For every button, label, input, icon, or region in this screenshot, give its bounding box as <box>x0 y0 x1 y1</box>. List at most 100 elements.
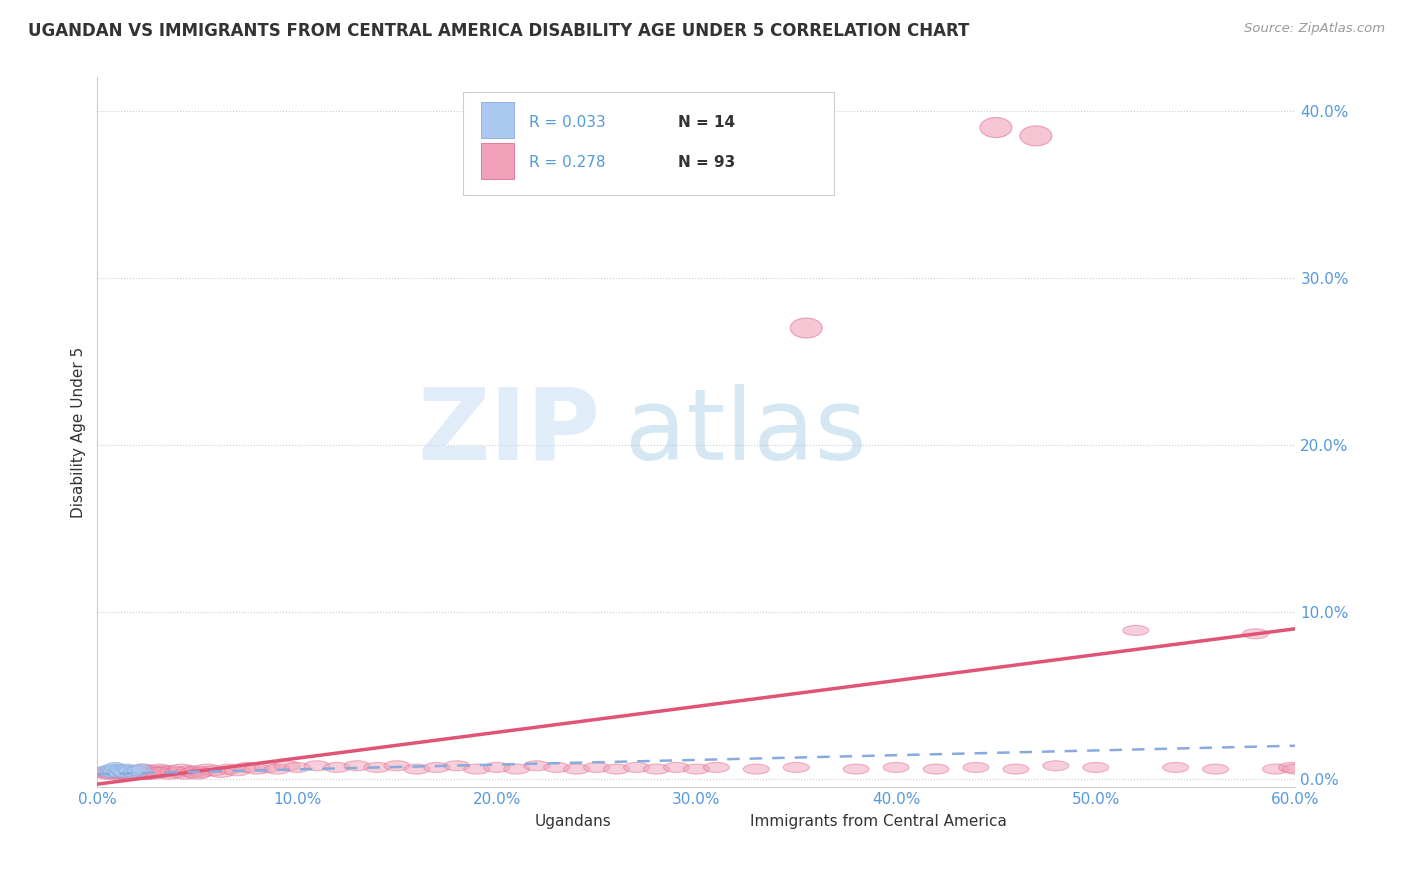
Ellipse shape <box>156 769 183 779</box>
Ellipse shape <box>1263 764 1288 774</box>
Ellipse shape <box>98 769 124 779</box>
Ellipse shape <box>1123 625 1149 635</box>
Text: R = 0.278: R = 0.278 <box>529 155 605 170</box>
Ellipse shape <box>160 765 186 776</box>
Ellipse shape <box>131 764 156 774</box>
Ellipse shape <box>101 764 121 774</box>
Ellipse shape <box>142 765 169 776</box>
Ellipse shape <box>188 767 214 778</box>
Text: N = 93: N = 93 <box>679 155 735 170</box>
Ellipse shape <box>384 761 411 771</box>
Text: Ugandans: Ugandans <box>534 814 612 829</box>
Ellipse shape <box>883 763 910 772</box>
Ellipse shape <box>98 765 124 776</box>
Ellipse shape <box>444 761 470 771</box>
Ellipse shape <box>124 767 150 778</box>
Ellipse shape <box>184 765 209 776</box>
Ellipse shape <box>110 767 136 778</box>
Ellipse shape <box>96 765 115 776</box>
Ellipse shape <box>124 767 143 778</box>
FancyBboxPatch shape <box>505 809 526 834</box>
Ellipse shape <box>114 767 134 778</box>
Ellipse shape <box>304 761 330 771</box>
Text: N = 14: N = 14 <box>679 115 735 129</box>
Ellipse shape <box>108 765 135 776</box>
Ellipse shape <box>103 769 128 779</box>
Ellipse shape <box>1282 764 1309 774</box>
Ellipse shape <box>128 765 148 776</box>
Ellipse shape <box>120 765 139 776</box>
Ellipse shape <box>104 765 124 776</box>
Ellipse shape <box>145 767 170 778</box>
Ellipse shape <box>176 765 202 776</box>
Ellipse shape <box>683 764 710 774</box>
Ellipse shape <box>364 763 389 772</box>
Ellipse shape <box>1163 763 1188 772</box>
Ellipse shape <box>105 763 125 772</box>
Ellipse shape <box>180 767 207 778</box>
Ellipse shape <box>254 763 280 772</box>
Ellipse shape <box>152 765 179 776</box>
Ellipse shape <box>523 761 550 771</box>
Ellipse shape <box>107 767 128 778</box>
Text: Source: ZipAtlas.com: Source: ZipAtlas.com <box>1244 22 1385 36</box>
FancyBboxPatch shape <box>720 809 742 834</box>
Ellipse shape <box>110 764 129 774</box>
Ellipse shape <box>104 767 131 778</box>
Ellipse shape <box>124 767 150 778</box>
FancyBboxPatch shape <box>463 92 834 194</box>
Ellipse shape <box>245 764 270 774</box>
Ellipse shape <box>169 764 194 774</box>
Ellipse shape <box>128 769 155 779</box>
Ellipse shape <box>145 767 170 778</box>
Ellipse shape <box>114 765 141 776</box>
Ellipse shape <box>464 764 489 774</box>
Ellipse shape <box>1002 764 1029 774</box>
Text: UGANDAN VS IMMIGRANTS FROM CENTRAL AMERICA DISABILITY AGE UNDER 5 CORRELATION CH: UGANDAN VS IMMIGRANTS FROM CENTRAL AMERI… <box>28 22 970 40</box>
Ellipse shape <box>924 764 949 774</box>
Ellipse shape <box>1083 763 1109 772</box>
Ellipse shape <box>404 764 430 774</box>
Ellipse shape <box>484 763 510 772</box>
Ellipse shape <box>603 764 630 774</box>
Ellipse shape <box>184 769 209 779</box>
Ellipse shape <box>744 764 769 774</box>
Ellipse shape <box>664 763 689 772</box>
Ellipse shape <box>344 761 370 771</box>
Ellipse shape <box>111 765 131 776</box>
FancyBboxPatch shape <box>481 103 515 137</box>
Ellipse shape <box>703 763 730 772</box>
Ellipse shape <box>274 761 299 771</box>
Ellipse shape <box>90 767 117 778</box>
Ellipse shape <box>783 763 810 772</box>
Ellipse shape <box>94 769 121 779</box>
Ellipse shape <box>963 763 988 772</box>
Ellipse shape <box>564 764 589 774</box>
Ellipse shape <box>150 767 176 778</box>
Ellipse shape <box>644 764 669 774</box>
Ellipse shape <box>131 764 152 774</box>
Ellipse shape <box>114 769 141 779</box>
FancyBboxPatch shape <box>481 144 515 179</box>
Ellipse shape <box>112 769 138 779</box>
Ellipse shape <box>132 767 159 778</box>
Ellipse shape <box>194 764 221 774</box>
Ellipse shape <box>146 764 172 774</box>
Ellipse shape <box>141 769 166 779</box>
Ellipse shape <box>844 764 869 774</box>
Text: ZIP: ZIP <box>418 384 600 481</box>
Ellipse shape <box>127 765 152 776</box>
Ellipse shape <box>284 763 309 772</box>
Ellipse shape <box>1278 763 1305 772</box>
Ellipse shape <box>503 764 530 774</box>
Ellipse shape <box>423 763 450 772</box>
Ellipse shape <box>790 318 823 338</box>
Ellipse shape <box>1019 126 1052 146</box>
Ellipse shape <box>224 765 250 776</box>
Ellipse shape <box>544 763 569 772</box>
Ellipse shape <box>980 118 1012 137</box>
Ellipse shape <box>135 769 160 779</box>
Ellipse shape <box>200 765 226 776</box>
Ellipse shape <box>165 767 190 778</box>
Ellipse shape <box>121 765 146 776</box>
